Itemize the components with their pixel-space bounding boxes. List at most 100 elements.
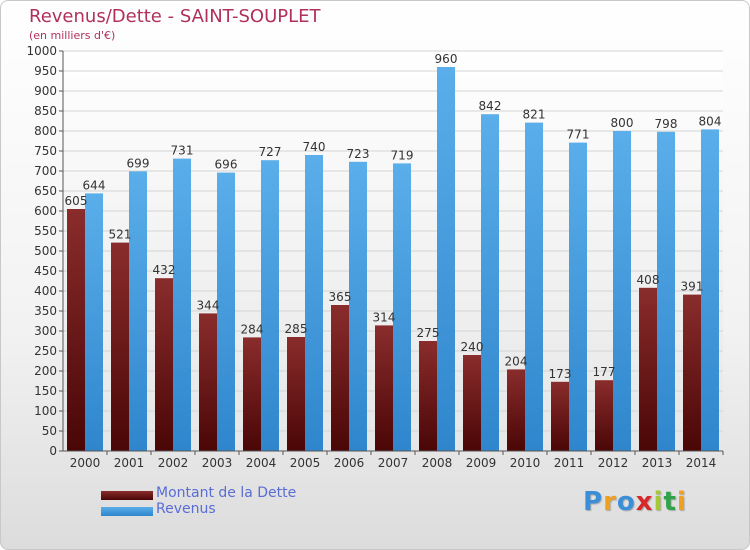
chart-unit-label: (en milliers d'€) — [29, 29, 116, 42]
legend-label-revenus: Revenus — [156, 501, 216, 517]
proxiti-logo: Proxiti — [583, 487, 687, 517]
y-tick-label: 450 — [34, 264, 57, 278]
y-tick-label: 900 — [34, 84, 57, 98]
bar-dette — [683, 294, 701, 451]
bar-dette — [111, 242, 129, 451]
value-label-dette: 408 — [637, 273, 660, 287]
bar-revenus — [217, 172, 235, 451]
y-tick-label: 500 — [34, 244, 57, 258]
bar-dette — [331, 305, 349, 451]
bar-dette — [67, 209, 85, 451]
bar-dette — [639, 287, 657, 451]
value-label-revenus: 727 — [259, 145, 282, 159]
y-tick-label: 350 — [34, 304, 57, 318]
bar-revenus — [393, 163, 411, 451]
bar-revenus — [657, 131, 675, 452]
bar-revenus — [305, 155, 323, 451]
bar-dette — [419, 341, 437, 451]
bar-dette — [551, 381, 569, 451]
bar-revenus — [129, 171, 147, 451]
legend-swatch-revenus — [101, 507, 153, 516]
y-tick-label: 800 — [34, 124, 57, 138]
y-tick-label: 400 — [34, 284, 57, 298]
value-label-dette: 365 — [329, 290, 352, 304]
y-tick-label: 950 — [34, 64, 57, 78]
x-tick-label: 2008 — [422, 456, 453, 470]
value-label-dette: 314 — [373, 310, 396, 324]
value-label-dette: 240 — [461, 340, 484, 354]
y-tick-label: 600 — [34, 204, 57, 218]
x-tick-label: 2002 — [158, 456, 189, 470]
bar-dette — [375, 325, 393, 451]
value-label-dette: 344 — [197, 298, 220, 312]
bar-revenus — [569, 142, 587, 451]
x-tick-label: 2005 — [290, 456, 321, 470]
bar-revenus — [349, 161, 367, 452]
y-tick-label: 200 — [34, 364, 57, 378]
x-tick-label: 2013 — [642, 456, 673, 470]
value-label-revenus: 723 — [347, 147, 370, 161]
x-tick-label: 2014 — [686, 456, 717, 470]
x-tick-label: 2003 — [202, 456, 233, 470]
legend-label-debt: Montant de la Dette — [156, 485, 297, 501]
value-label-revenus: 731 — [171, 144, 194, 158]
value-label-dette: 432 — [153, 263, 176, 277]
y-tick-label: 0 — [49, 444, 57, 458]
bar-dette — [287, 337, 305, 451]
bar-revenus — [701, 129, 719, 451]
chart-title: Revenus/Dette - SAINT-SOUPLET — [29, 6, 321, 27]
value-label-revenus: 696 — [215, 158, 238, 172]
x-tick-label: 2000 — [70, 456, 101, 470]
value-label-dette: 284 — [241, 322, 264, 336]
value-label-revenus: 800 — [611, 116, 634, 130]
y-tick-label: 100 — [34, 404, 57, 418]
value-label-revenus: 644 — [83, 178, 106, 192]
y-tick-label: 850 — [34, 104, 57, 118]
value-label-dette: 521 — [109, 228, 132, 242]
x-tick-label: 2011 — [554, 456, 585, 470]
y-tick-label: 300 — [34, 324, 57, 338]
bar-dette — [243, 337, 261, 451]
bar-dette — [199, 313, 217, 451]
value-label-revenus: 804 — [699, 114, 722, 128]
bar-revenus — [613, 131, 631, 451]
x-tick-label: 2004 — [246, 456, 277, 470]
y-tick-label: 700 — [34, 164, 57, 178]
legend-swatch-debt — [101, 491, 153, 500]
y-tick-label: 550 — [34, 224, 57, 238]
x-tick-label: 2009 — [466, 456, 497, 470]
value-label-revenus: 798 — [655, 117, 678, 131]
bar-revenus — [437, 67, 455, 451]
value-label-revenus: 821 — [523, 108, 546, 122]
x-tick-label: 2007 — [378, 456, 409, 470]
bar-revenus — [261, 160, 279, 451]
x-tick-label: 2010 — [510, 456, 541, 470]
value-label-dette: 605 — [65, 194, 88, 208]
bar-revenus — [173, 158, 191, 451]
value-label-revenus: 960 — [435, 52, 458, 66]
y-tick-label: 50 — [42, 424, 57, 438]
bar-dette — [595, 380, 613, 451]
value-label-revenus: 771 — [567, 128, 590, 142]
x-tick-label: 2012 — [598, 456, 629, 470]
x-tick-label: 2006 — [334, 456, 365, 470]
bar-revenus — [481, 114, 499, 451]
bar-dette — [155, 278, 173, 451]
y-tick-label: 250 — [34, 344, 57, 358]
bar-dette — [463, 355, 481, 451]
value-label-revenus: 699 — [127, 156, 150, 170]
x-tick-label: 2001 — [114, 456, 145, 470]
bar-revenus — [525, 122, 543, 451]
bar-revenus — [85, 193, 103, 451]
y-tick-label: 750 — [34, 144, 57, 158]
value-label-revenus: 842 — [479, 99, 502, 113]
bar-dette — [507, 369, 525, 451]
value-label-dette: 275 — [417, 326, 440, 340]
y-tick-label: 650 — [34, 184, 57, 198]
value-label-revenus: 719 — [391, 148, 414, 162]
value-label-dette: 204 — [505, 354, 528, 368]
y-tick-label: 1000 — [26, 44, 57, 58]
value-label-dette: 173 — [549, 367, 572, 381]
